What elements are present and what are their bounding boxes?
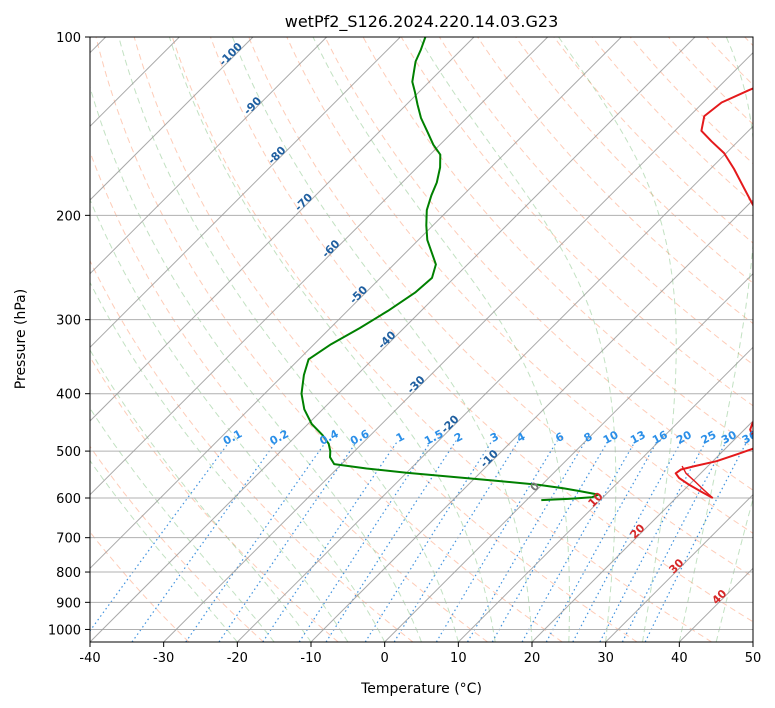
mixing-ratio-label: 30	[719, 428, 739, 447]
mixing-ratio-label: 25	[699, 428, 719, 447]
moist-adiabat-line	[90, 281, 349, 642]
y-tick-label: 300	[56, 314, 81, 329]
isotherm-line	[90, 37, 696, 642]
dry-adiabat-line	[629, 37, 753, 165]
y-axis-label: Pressure (hPa)	[13, 289, 29, 389]
x-tick-label: -40	[79, 651, 100, 666]
x-tick-label: 20	[524, 651, 541, 666]
mixing-ratio-line	[90, 440, 231, 632]
mixing-ratio-line	[185, 440, 328, 642]
dry-adiabat-line	[210, 37, 753, 623]
dry-adiabat-line	[400, 37, 753, 407]
isotherm-grid	[90, 37, 753, 642]
isotherm-line	[90, 37, 254, 201]
isotherm-line	[90, 37, 475, 422]
mixing-ratio-label: 36	[740, 428, 760, 447]
moist-adiabat-line	[90, 85, 422, 642]
moist-adiabat-line	[558, 37, 677, 642]
y-tick-label: 400	[56, 388, 81, 403]
dry-adiabat-line	[90, 445, 264, 642]
isotherm-line	[163, 51, 753, 642]
moist-adiabat-line	[90, 459, 238, 642]
mixing-ratio-line	[621, 440, 728, 642]
x-tick-label: 40	[671, 651, 688, 666]
sounding-traces	[300, 37, 753, 502]
isotherm-line	[531, 420, 753, 642]
mixing-ratio-line	[435, 440, 558, 642]
x-tick-label: -30	[153, 651, 174, 666]
moist-adiabat-line	[90, 407, 275, 642]
isotherm-line	[90, 37, 328, 275]
dry-adiabat-line	[477, 37, 753, 325]
y-tick-label: 1000	[48, 623, 81, 638]
chart-title: wetPf2_S126.2024.220.14.03.G23	[285, 12, 559, 32]
dry-adiabat-line	[324, 37, 753, 491]
y-tick-label: 800	[56, 566, 81, 581]
x-axis-ticks: -40 -30 -20 -10 0 10 20 30 40 50	[79, 642, 761, 666]
parcel-profile-line	[681, 465, 714, 499]
temperature-line	[674, 87, 753, 499]
dewpoint-line	[300, 37, 600, 502]
x-tick-label: -10	[300, 651, 321, 666]
isotherm-line	[605, 493, 753, 642]
mixing-ratio-label: 20	[674, 428, 694, 447]
y-tick-label: 700	[56, 532, 81, 547]
mixing-ratio-line	[364, 440, 493, 642]
moist-adiabat-line	[168, 37, 496, 642]
y-tick-label: 600	[56, 492, 81, 507]
x-tick-label: 0	[381, 651, 389, 666]
isotherm-line	[90, 37, 401, 349]
plot-frame	[89, 36, 754, 643]
mixing-ratio-label: 10	[601, 428, 621, 447]
isotherm-line	[90, 37, 622, 570]
y-axis-ticks: 100 200 300 400 500 600 700 800 900 1000	[48, 31, 90, 638]
mixing-ratio-label: 16	[650, 428, 670, 447]
mixing-ratio-line	[131, 440, 278, 642]
isotherm-line	[310, 199, 753, 642]
moist-adiabat-line	[715, 497, 753, 642]
x-tick-label: 30	[597, 651, 614, 666]
moist-adiabat-line	[418, 37, 617, 642]
mixing-ratio-line	[644, 440, 748, 642]
dry-adiabat-line	[95, 37, 563, 642]
x-tick-label: 10	[450, 651, 467, 666]
y-tick-label: 900	[56, 596, 81, 611]
moist-adiabat-line	[678, 37, 753, 642]
isotherm-line	[236, 125, 753, 642]
dry-adiabat-line	[171, 37, 712, 642]
mixing-ratio-line	[393, 440, 520, 642]
moist-adiabat-line	[90, 198, 386, 642]
y-tick-label: 100	[56, 31, 81, 46]
x-tick-label: -20	[227, 651, 248, 666]
x-tick-label: 50	[745, 651, 762, 666]
isotherm-line	[90, 37, 549, 496]
isotherm-line	[384, 272, 753, 642]
dry-adiabat-line	[90, 259, 414, 642]
moist-adiabat-line	[231, 37, 533, 642]
x-axis-label: Temperature (°C)	[360, 681, 482, 697]
mixing-ratio-line	[218, 440, 358, 642]
mixing-ratio-label: 13	[628, 428, 648, 447]
moist-adiabat-line	[312, 37, 570, 642]
dry-adiabat-line	[591, 37, 753, 204]
dry-adiabat-line	[248, 37, 753, 578]
dry-adiabat-line	[515, 37, 753, 284]
dry-adiabat-line	[133, 37, 638, 642]
isobar-grid	[90, 37, 753, 630]
mixing-ratio-line	[466, 440, 587, 642]
isotherm-line	[457, 346, 753, 642]
mixing-ratio-line	[572, 440, 683, 642]
y-tick-label: 500	[56, 445, 81, 460]
y-tick-label: 200	[56, 209, 81, 224]
